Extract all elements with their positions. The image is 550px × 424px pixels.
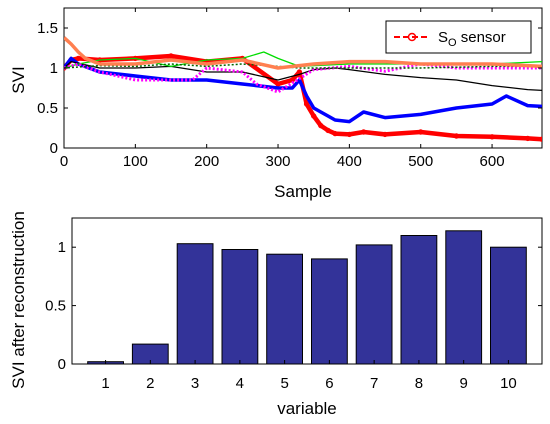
bar-6: [311, 258, 348, 365]
x-tick-label: 0: [60, 153, 68, 170]
y-tick-label: 0: [58, 356, 66, 373]
line-point: [489, 134, 495, 140]
line-point: [311, 113, 317, 119]
legend-marker: [407, 32, 417, 42]
legend: SO sensor: [385, 20, 532, 54]
line-series-2: [64, 56, 542, 124]
line-point: [382, 131, 388, 138]
x-tick-label: 8: [415, 375, 423, 392]
line-series-group: [64, 36, 542, 142]
x-tick-label: 5: [280, 375, 288, 392]
bar-5: [266, 253, 304, 365]
legend-label-prefix: S: [438, 29, 448, 46]
x-axis-label: variable: [277, 399, 337, 418]
line-point: [275, 81, 281, 87]
x-tick-label: 2: [146, 375, 154, 392]
legend-box: [385, 20, 532, 54]
y-tick-label: 0.5: [37, 100, 58, 117]
y-tick-label: 0: [50, 140, 58, 157]
x-tick-label: 200: [194, 153, 219, 170]
legend-label: SO sensor: [438, 29, 506, 49]
x-tick-label: 100: [123, 153, 148, 170]
x-tick-group: 0 100 200 300 400 500 600: [60, 8, 505, 170]
x-tick-group: 1 2 3 4 5 6 7 8 9 10: [101, 360, 517, 392]
bar-4: [221, 249, 259, 365]
line-series-3: [64, 60, 542, 92]
x-tick-label: 9: [459, 375, 467, 392]
svi-reconstruction-bar-chart: 1 2 3 4 5 6 7 8 9 10 00.51 variable SVI after rec…: [9, 211, 543, 418]
bar-8: [400, 235, 438, 365]
bar-3: [176, 243, 214, 365]
y-tick-label: 1: [58, 239, 66, 256]
y-tick-label: 1: [50, 60, 58, 77]
legend-label-subscript: O: [448, 37, 457, 49]
line-point: [325, 127, 331, 134]
line-point: [453, 133, 460, 139]
svi-line-chart: 0 100 200 300 400 500 600 00.511.5 Sample SVI …: [9, 7, 543, 201]
bar-group: [87, 230, 527, 365]
y-axis-label: SVI: [9, 66, 28, 93]
x-tick-label: 300: [266, 153, 291, 170]
x-tick-label: 400: [337, 153, 362, 170]
line-point: [168, 53, 174, 59]
line-point: [346, 131, 353, 138]
x-tick-label: 6: [325, 375, 333, 392]
bar-9: [445, 230, 483, 365]
bar-10: [490, 246, 527, 365]
x-tick-label: 500: [408, 153, 433, 170]
legend-label-suffix: sensor: [457, 29, 506, 46]
x-tick-label: 1: [101, 375, 109, 392]
x-tick-label: 3: [191, 375, 199, 392]
y-tick-label: 0.5: [45, 298, 66, 315]
line-point: [318, 122, 324, 129]
line-point: [539, 136, 542, 142]
line-point: [332, 130, 338, 137]
line-point: [303, 101, 310, 107]
x-tick-label: 10: [500, 375, 517, 392]
line-point: [525, 135, 531, 142]
line-point: [75, 55, 82, 62]
y-tick-group: 0 0.5 1 1.5: [37, 20, 542, 157]
line-series-7: [64, 36, 542, 70]
bar-7: [355, 244, 393, 365]
x-tick-label: 600: [480, 153, 505, 170]
line-point: [360, 129, 367, 135]
y-axis-label: SVI after reconstruction: [9, 211, 28, 389]
x-tick-label: 4: [236, 375, 244, 392]
x-tick-label: 7: [370, 375, 378, 392]
y-tick-label: 1.5: [37, 20, 58, 37]
y-tick-group: 00.51: [45, 239, 542, 373]
line-point: [418, 129, 424, 135]
x-axis-label: Sample: [274, 182, 332, 201]
